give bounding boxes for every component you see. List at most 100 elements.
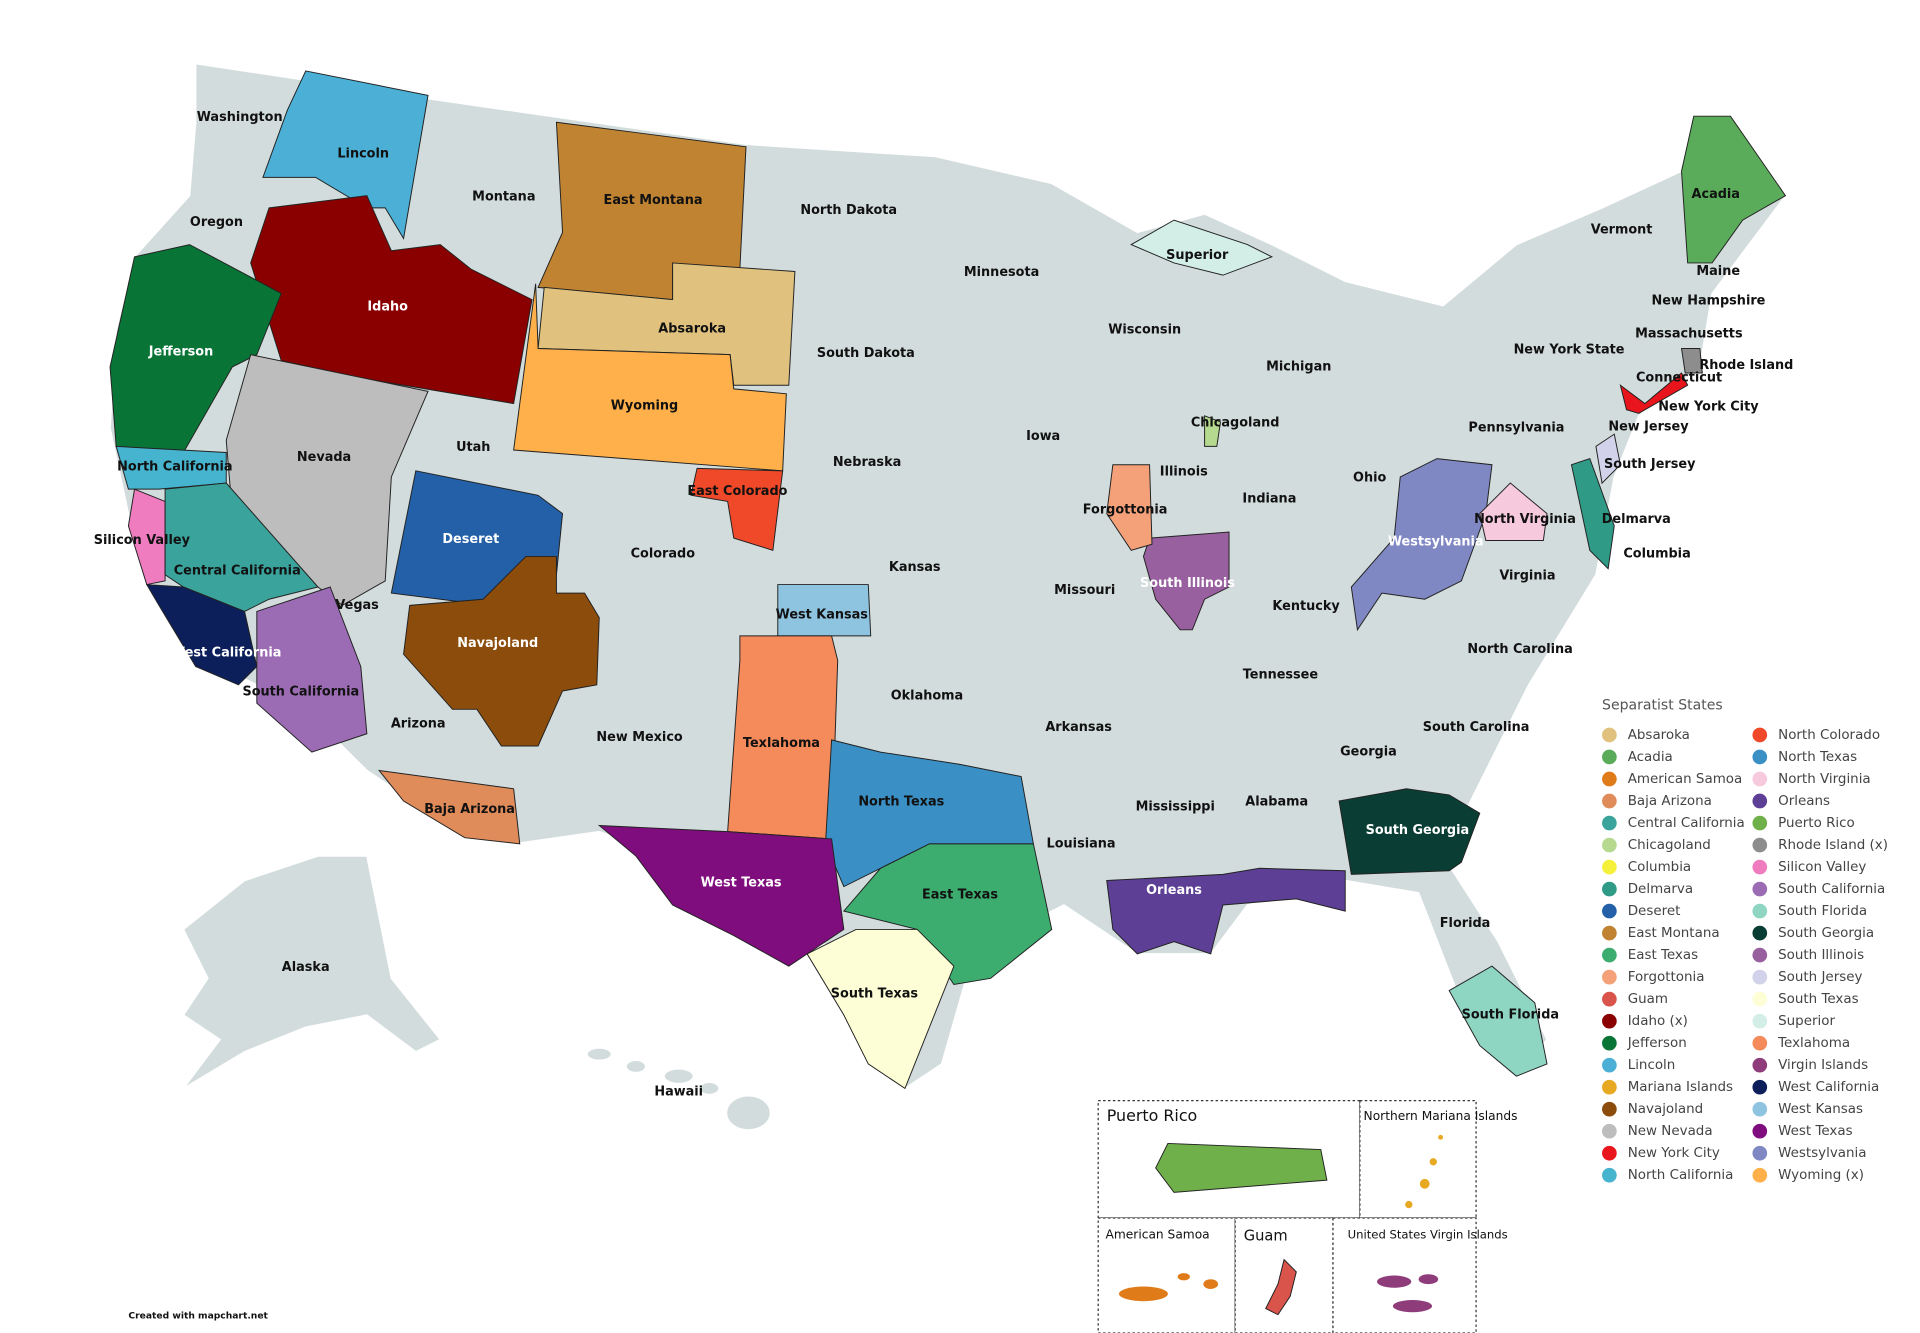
region-label: Virginia [1499,569,1555,584]
legend-swatch [1602,859,1617,875]
region-label: North Virginia [1474,512,1576,527]
region-label: Idaho [367,299,408,314]
region [1681,115,1787,264]
legend-label: West California [1778,1080,1879,1095]
region-label: West Kansas [776,608,869,623]
region-label: Nebraska [833,455,901,470]
region-label: Chicagoland [1191,416,1280,431]
region-label: Washington [197,110,283,125]
legend-swatch [1752,793,1768,809]
inset-box [1359,1100,1477,1219]
legend-label: Absaroka [1628,728,1690,743]
region-label: Superior [1166,248,1229,263]
legend-swatch [1602,903,1617,919]
regions [109,70,1787,1090]
legend-swatch [1602,837,1617,853]
legend-label: Silicon Valley [1778,860,1866,875]
region-label: Jefferson [148,345,213,360]
legend-swatch [1602,1013,1617,1029]
legend-swatch [1602,1035,1617,1051]
region [1595,433,1621,485]
legend-swatch [1752,837,1768,853]
legend-label: North Virginia [1778,772,1871,787]
region-label: North Carolina [1467,642,1572,657]
region-label: Iowa [1026,429,1060,444]
region-label: Baja Arizona [424,802,515,817]
inset-label: United States Virgin Islands [1348,1228,1508,1242]
region-label: Alaska [282,960,330,975]
legend-swatch [1752,925,1768,941]
region-label: New Jersey [1608,419,1689,434]
legend-label: Guam [1628,992,1668,1007]
region-label: Missouri [1054,583,1115,598]
region [597,824,845,967]
legend-label: Idaho (x) [1628,1014,1688,1029]
legend-label: West Texas [1778,1124,1852,1139]
legend-swatch [1752,1035,1768,1051]
region-label: East Colorado [687,484,787,499]
region [842,843,1053,985]
legend-label: South Georgia [1778,926,1874,941]
legend-label: New Nevada [1628,1124,1713,1139]
inset-label: Puerto Rico [1107,1106,1198,1125]
region-label: Nevada [297,450,351,465]
region [1106,867,1346,955]
legend-label: South California [1778,882,1885,897]
legend-swatch [1752,815,1768,831]
legend-label: Acadia [1628,750,1673,765]
region-label: New Hampshire [1651,293,1765,308]
region-label: Mississippi [1136,800,1215,815]
legend-label: Texlahoma [1777,1036,1850,1051]
region-label: Oklahoma [891,688,963,703]
hawaii [586,1047,772,1131]
region-label: Tennessee [1243,668,1319,683]
inset-box [1332,1217,1477,1333]
region-label: South Dakota [817,346,915,361]
legend-swatch [1752,969,1768,985]
legend-swatch [1602,947,1617,963]
region [377,769,521,845]
region-label: Delmarva [1602,512,1671,527]
legend-swatch [1602,1167,1617,1183]
legend-label: Mariana Islands [1628,1080,1733,1095]
legend-swatch [1602,1101,1617,1117]
legend-swatch [1602,727,1617,743]
region-label: West Texas [701,875,782,890]
legend-swatch [1602,749,1617,765]
legend-label: Central California [1628,816,1745,831]
legend-swatch [1602,1123,1617,1139]
legend-swatch [1602,969,1617,985]
legend-label: Baja Arizona [1628,794,1712,809]
region [1142,531,1230,631]
region [777,584,872,637]
region-label: South Georgia [1366,823,1470,838]
region [1130,219,1274,276]
legend-swatch [1752,859,1768,875]
region-label: West California [171,646,281,661]
region [403,555,600,747]
region-label: Pennsylvania [1468,421,1564,436]
region [1350,458,1493,632]
region-label: Texlahoma [743,736,820,751]
region-label: Acadia [1692,187,1740,202]
legend-label: North Colorado [1778,728,1880,743]
region-label: Michigan [1266,359,1331,374]
alaska [182,855,442,1090]
legend-swatch [1602,881,1617,897]
legend-swatch [1752,727,1768,743]
legend-swatch [1752,1013,1768,1029]
legend-label: Jefferson [1627,1036,1687,1051]
legend-swatch [1752,771,1768,787]
region [1338,788,1481,875]
legend-label: South Texas [1778,992,1858,1007]
legend-swatch [1752,1057,1768,1073]
territory [1118,1273,1219,1302]
region [1204,415,1222,447]
insets [1097,1100,1477,1333]
legend-label: Deseret [1628,904,1681,919]
region-label: North Texas [858,795,944,810]
legend-swatch [1752,991,1768,1007]
region-label: Florida [1440,916,1491,931]
legend-swatch [1752,1167,1768,1183]
